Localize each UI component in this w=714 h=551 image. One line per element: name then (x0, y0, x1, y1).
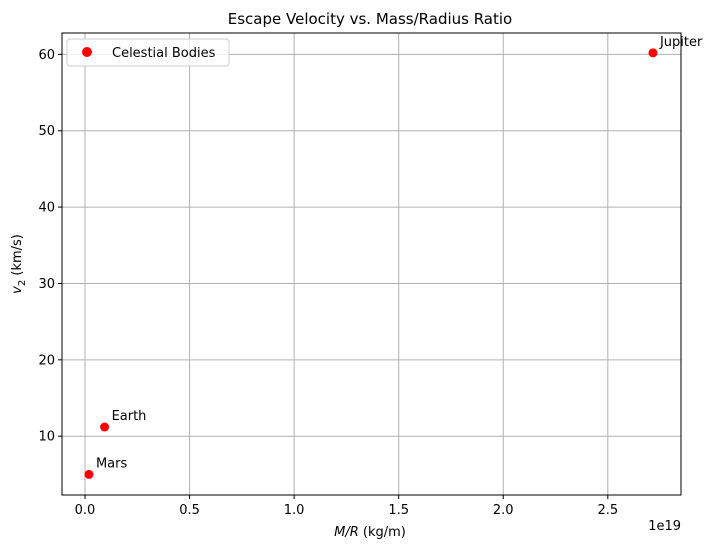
x-tick-label: 1.0 (284, 503, 305, 518)
point-label: Jupiter (659, 35, 703, 50)
y-axis-label-variable: v (10, 286, 25, 294)
y-tick-label: 40 (38, 201, 55, 216)
x-tick-label: 0.0 (75, 503, 96, 518)
y-tick-label: 10 (38, 430, 55, 445)
legend: Celestial Bodies (66, 38, 230, 67)
plot-area-frame (61, 32, 682, 496)
y-tick-label: 50 (38, 124, 55, 139)
x-tick-label: 1.5 (388, 503, 409, 518)
legend-box (66, 38, 230, 67)
x-axis-offset-text: 1e19 (648, 519, 681, 534)
legend-label: Celestial Bodies (112, 46, 216, 61)
point-label: Earth (112, 409, 147, 424)
x-axis-label: M/R (kg/m) (334, 525, 406, 540)
y-axis-label-subscript: 2 (17, 280, 28, 286)
x-tick-label: 2.5 (597, 503, 618, 518)
y-tick-label: 60 (38, 48, 55, 63)
y-axis-label-unit: (km/s) (10, 234, 25, 280)
x-tick-label: 0.5 (179, 503, 200, 518)
scatter-point (84, 469, 94, 479)
x-tick-label: 2.0 (493, 503, 514, 518)
chart-title: Escape Velocity vs. Mass/Radius Ratio (228, 10, 512, 28)
y-axis-ticks: 10 20 30 40 50 60 (38, 48, 62, 445)
point-annotations: Mars Earth Jupiter (96, 35, 703, 472)
x-axis-label-variable: M/R (334, 525, 359, 540)
point-label: Mars (96, 456, 128, 471)
scatter-point (648, 48, 658, 58)
data-points (84, 48, 658, 479)
grid (62, 33, 681, 495)
x-axis-label-unit: (kg/m) (359, 525, 406, 540)
x-axis-ticks: 0.0 0.5 1.0 1.5 2.0 2.5 (75, 495, 618, 518)
y-tick-label: 30 (38, 277, 55, 292)
legend-marker (82, 47, 92, 57)
scatter-point (100, 422, 110, 432)
y-axis-label: v2 (km/s) (10, 234, 28, 294)
y-tick-label: 20 (38, 353, 55, 368)
